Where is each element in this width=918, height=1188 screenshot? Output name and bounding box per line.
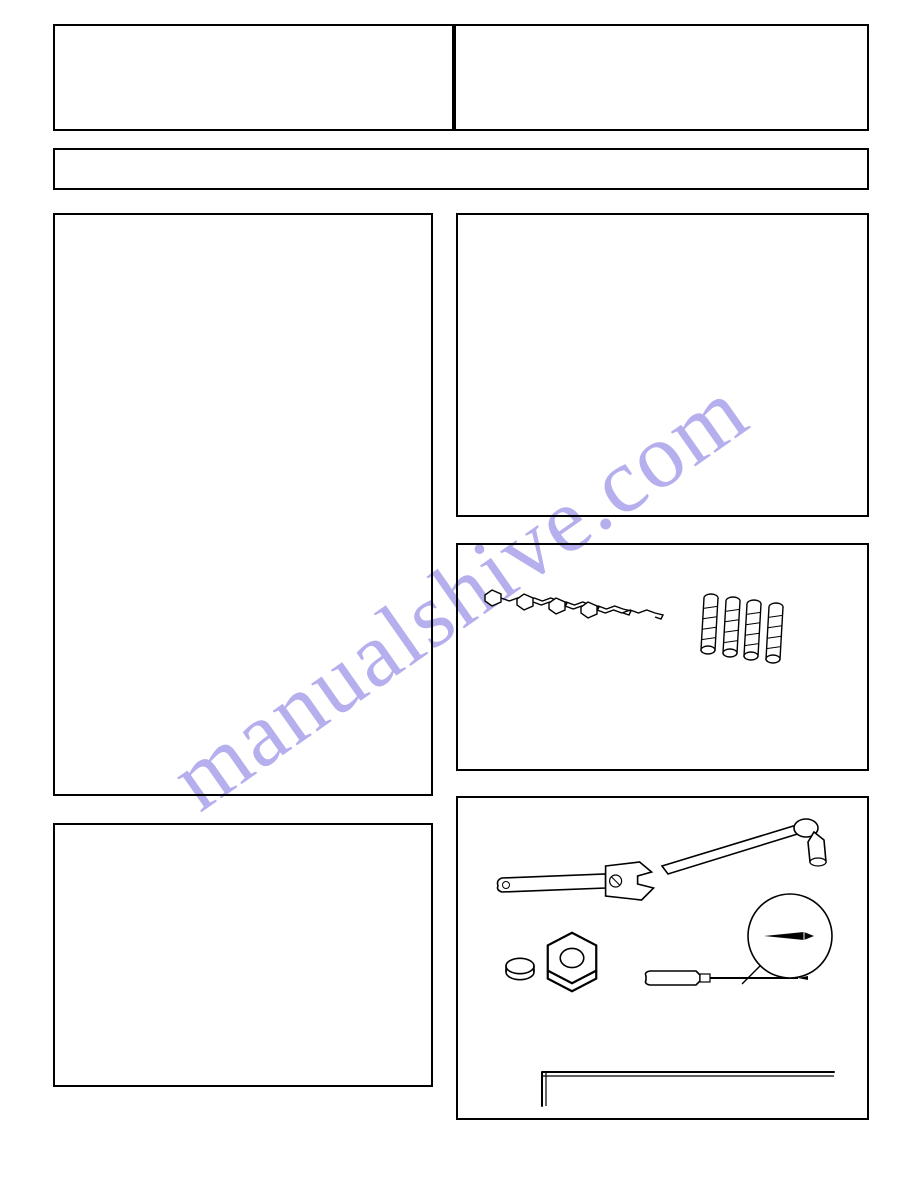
hex-key-icon: [534, 1064, 874, 1124]
tip-callout-icon: [738, 884, 858, 1004]
ratchet-icon: [650, 812, 850, 892]
large-nut-icon: [538, 924, 608, 994]
right-box-a: [456, 213, 869, 517]
page: manualshive.com: [0, 0, 918, 1188]
hardware-studs-icon: [689, 588, 829, 688]
hardware-screws-icon: [472, 580, 672, 690]
banner-box: [53, 148, 869, 190]
left-bottom-box: [53, 823, 433, 1087]
small-nut-icon: [502, 950, 542, 990]
header-right-box: [454, 24, 869, 131]
header-left-box: [53, 24, 454, 131]
left-top-box: [53, 213, 433, 796]
